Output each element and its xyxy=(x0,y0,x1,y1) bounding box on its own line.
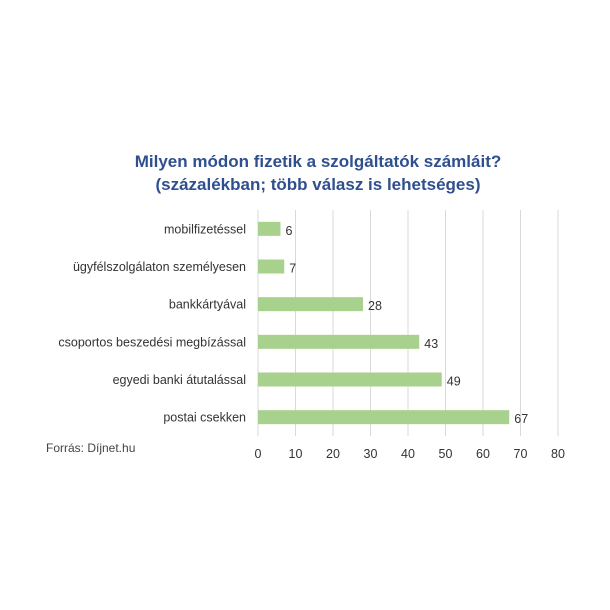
bar xyxy=(258,334,420,349)
value-label: 28 xyxy=(368,299,382,313)
bar xyxy=(258,410,510,425)
x-tick-label: 40 xyxy=(401,447,415,461)
x-tick-label: 60 xyxy=(476,447,490,461)
category-label: egyedi banki átutalással xyxy=(113,373,246,387)
value-label: 6 xyxy=(286,224,293,238)
value-label: 49 xyxy=(447,375,461,389)
value-label: 67 xyxy=(514,412,528,426)
value-label: 43 xyxy=(424,337,438,351)
x-tick-label: 50 xyxy=(439,447,453,461)
x-axis-ticks: 0 10 20 30 40 50 60 70 80 xyxy=(255,447,565,461)
category-label: csoportos beszedési megbízással xyxy=(58,335,246,349)
value-label: 7 xyxy=(289,262,296,276)
bar xyxy=(258,297,363,312)
x-tick-label: 0 xyxy=(255,447,262,461)
category-label: postai csekken xyxy=(163,411,246,425)
category-label: bankkártyával xyxy=(169,298,246,312)
source-note: Forrás: Díjnet.hu xyxy=(46,441,135,455)
x-tick-label: 10 xyxy=(289,447,303,461)
category-label: ügyfélszolgálaton személyesen xyxy=(73,260,246,274)
x-tick-label: 80 xyxy=(551,447,565,461)
bars xyxy=(258,221,510,425)
bar xyxy=(258,221,281,236)
x-tick-label: 30 xyxy=(364,447,378,461)
x-tick-label: 70 xyxy=(514,447,528,461)
bar xyxy=(258,372,442,387)
bar xyxy=(258,259,285,274)
gridlines xyxy=(257,210,559,436)
x-tick-label: 20 xyxy=(326,447,340,461)
category-labels: mobilfizetéssel ügyfélszolgálaton személy… xyxy=(58,222,246,424)
chart-title: Milyen módon fizetik a szolgáltatók szám… xyxy=(135,152,502,171)
category-label: mobilfizetéssel xyxy=(164,222,246,236)
chart-subtitle: (százalékban; több válasz is lehetséges) xyxy=(155,175,480,194)
